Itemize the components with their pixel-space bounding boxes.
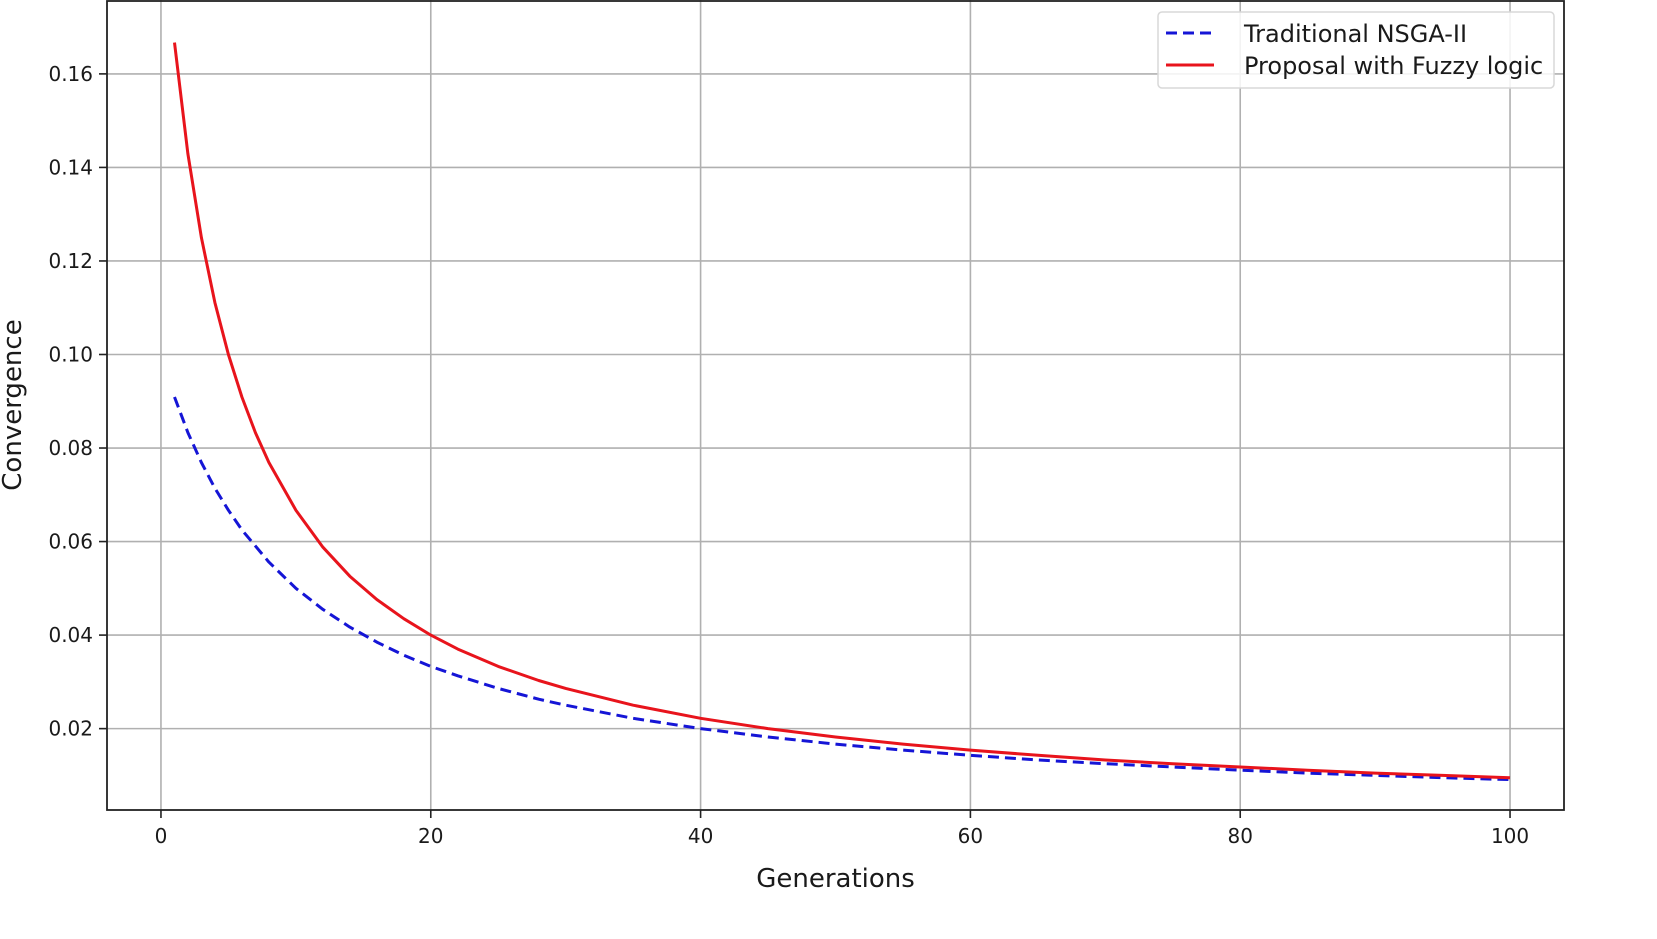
legend-label-traditional-nsga-ii: Traditional NSGA-II	[1243, 20, 1467, 48]
y-tick-label: 0.16	[48, 62, 93, 86]
grid	[107, 0, 1564, 810]
legend: Traditional NSGA-II Proposal with Fuzzy …	[1157, 11, 1555, 89]
y-tick-label: 0.12	[48, 249, 93, 273]
legend-box	[1157, 11, 1555, 89]
series-line-traditional-nsga-ii	[173, 396, 1511, 782]
y-tick-label: 0.06	[48, 530, 93, 554]
x-tick-label: 60	[958, 824, 983, 848]
x-tick-label: 100	[1491, 824, 1529, 848]
plot-frame	[106, 0, 1565, 811]
x-tick-label: 80	[1227, 824, 1252, 848]
y-tick-label: 0.04	[48, 623, 93, 647]
x-axis-label: Generations	[756, 864, 915, 894]
y-tick-label: 0.10	[48, 342, 93, 366]
x-tick-label: 0	[155, 824, 168, 848]
axis-ticks: 0 20 40 60 80 100 0.02 0.04 0.06 0.08 0.10 0.12 0.14…	[48, 62, 1529, 848]
series-lines	[173, 42, 1511, 782]
y-tick-label: 0.14	[48, 155, 93, 179]
x-tick-label: 20	[418, 824, 443, 848]
y-tick-label: 0.02	[48, 717, 93, 741]
y-axis-label: Convergence	[0, 319, 28, 490]
legend-label-proposal-fuzzy: Proposal with Fuzzy logic	[1244, 52, 1543, 80]
y-tick-label: 0.08	[48, 436, 93, 460]
x-tick-label: 40	[688, 824, 713, 848]
series-line-proposal-fuzzy	[173, 42, 1511, 780]
